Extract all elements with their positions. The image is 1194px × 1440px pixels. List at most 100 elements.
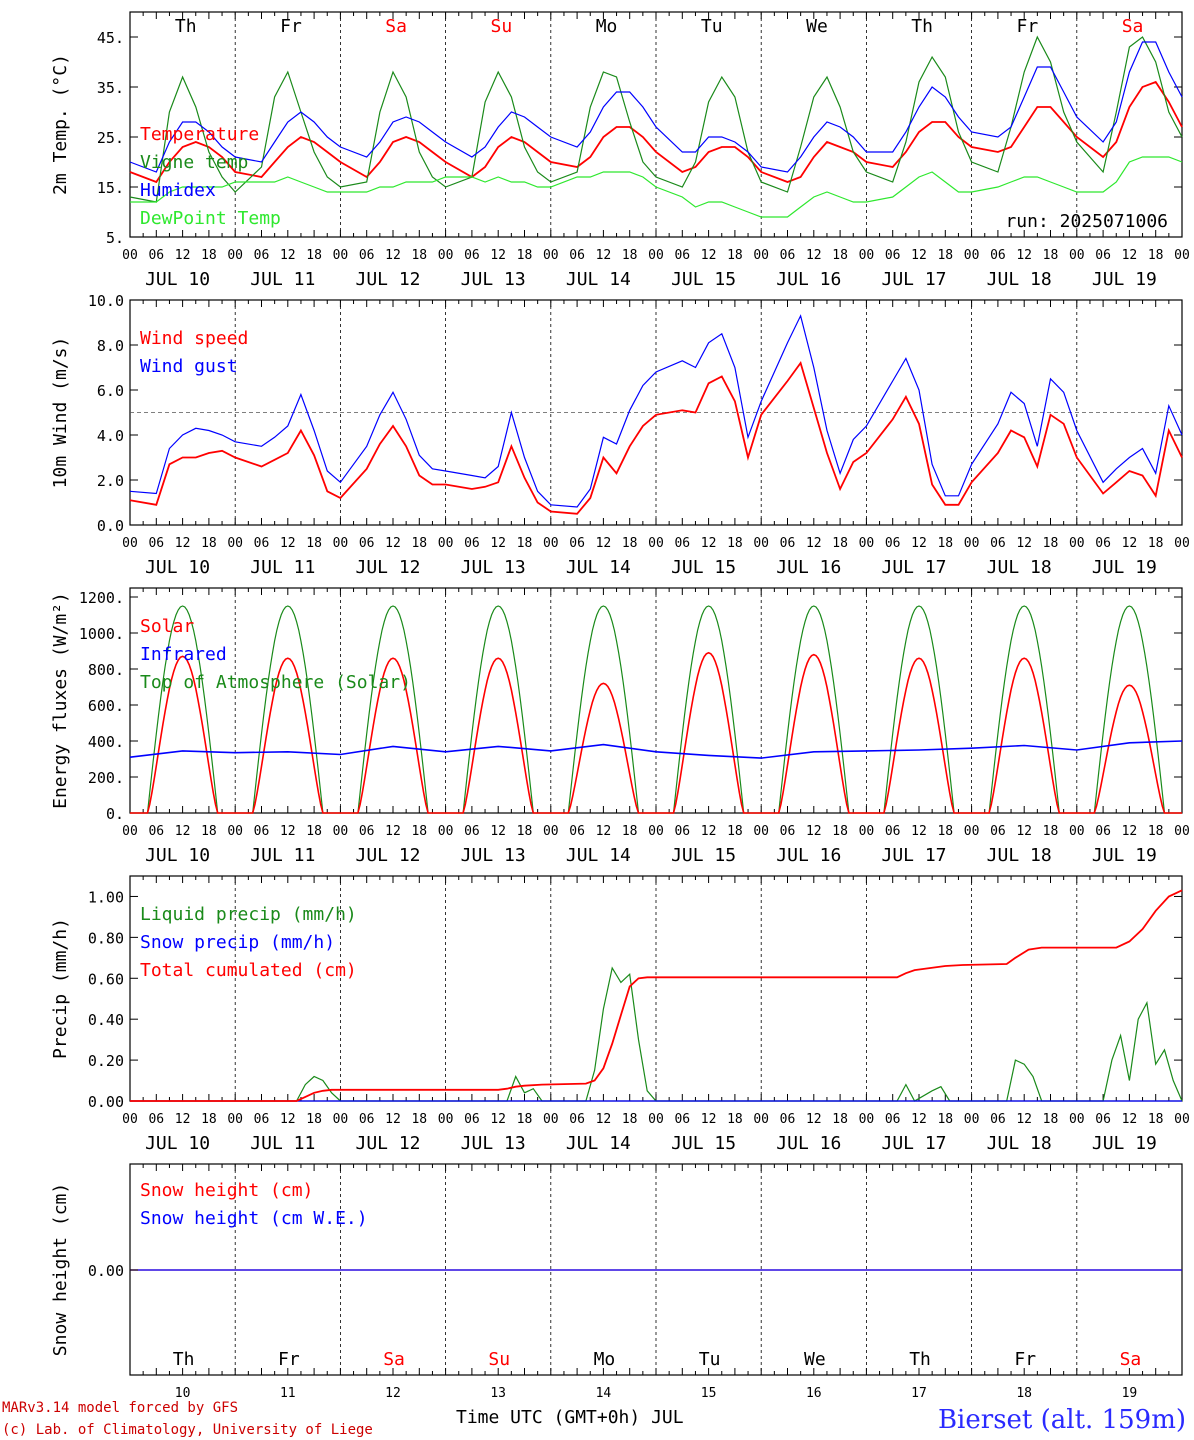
hour-tick-label: 12 [175,248,191,263]
y-tick-label: 0.60 [88,970,124,988]
hour-tick-label: 12 [1016,536,1032,551]
hour-tick-label: 06 [254,824,270,839]
hour-tick-label: 18 [1043,824,1059,839]
date-label: JUL 12 [355,557,420,578]
legend-entry: Infrared [140,644,227,665]
hour-tick-label: 06 [148,248,164,263]
bottom-day-number: 10 [175,1386,191,1401]
hour-tick-label: 06 [464,1112,480,1127]
hour-tick-label: 18 [411,536,427,551]
date-label: JUL 13 [461,845,526,866]
hour-tick-label: 06 [885,824,901,839]
hour-tick-label: 06 [569,536,585,551]
y-tick-label: 2.0 [97,472,124,490]
legend-entry: Snow precip (mm/h) [140,932,335,953]
x-axis-title: Time UTC (GMT+0h) JUL [456,1407,684,1428]
y-tick-label: 800. [88,661,124,679]
date-label: JUL 17 [881,269,946,290]
hour-tick-label: 18 [411,248,427,263]
hour-tick-label: 18 [306,248,322,263]
y-axis-label: 10m Wind (m/s) [50,337,71,489]
hour-tick-label: 18 [937,1112,953,1127]
hour-tick-label: 00 [964,824,980,839]
hour-tick-label: 18 [411,824,427,839]
plot-frame [129,11,1183,238]
hour-tick-label: 06 [254,248,270,263]
hour-tick-label: 00 [648,248,664,263]
hour-tick-label: 12 [1016,824,1032,839]
legend-entry: Snow height (cm W.E.) [140,1208,368,1229]
hour-tick-label: 00 [1174,1112,1190,1127]
y-tick-label: 0. [106,805,124,823]
hour-tick-label: 18 [727,1112,743,1127]
hour-tick-label: 12 [385,1112,401,1127]
hour-tick-label: 12 [385,536,401,551]
bottom-day-number: 18 [1016,1386,1032,1401]
hour-tick-label: 00 [753,824,769,839]
hour-tick-label: 12 [490,536,506,551]
hour-tick-label: 12 [701,824,717,839]
hour-tick-label: 18 [517,536,533,551]
hour-tick-label: 18 [1043,248,1059,263]
hour-tick-label: 18 [832,824,848,839]
day-label: Tu [701,16,723,37]
hour-tick-label: 06 [674,248,690,263]
hour-tick-label: 12 [490,1112,506,1127]
date-label: JUL 14 [566,269,631,290]
hour-tick-label: 00 [122,248,138,263]
y-tick-label: 0.00 [88,1093,124,1111]
hour-tick-label: 00 [1069,536,1085,551]
date-label: JUL 14 [566,557,631,578]
hour-tick-label: 12 [701,1112,717,1127]
y-tick-label: 1.00 [88,888,124,906]
bottom-day-label: Tu [699,1349,721,1370]
hour-tick-label: 06 [1095,248,1111,263]
series-line-3 [130,156,1183,218]
hour-tick-label: 06 [464,536,480,551]
hour-tick-label: 18 [517,1112,533,1127]
bottom-day-number: 17 [911,1386,927,1401]
hour-tick-label: 06 [674,1112,690,1127]
hour-tick-label: 00 [859,1112,875,1127]
y-tick-label: 400. [88,733,124,751]
hour-tick-label: 12 [596,248,612,263]
y-tick-label: 200. [88,769,124,787]
hour-tick-label: 12 [385,824,401,839]
bottom-day-number: 11 [280,1386,296,1401]
legend-entry: Solar [140,616,194,637]
hour-tick-label: 00 [964,1112,980,1127]
date-label: JUL 11 [250,1133,315,1154]
y-tick-label: 0.80 [88,929,124,947]
hour-tick-label: 12 [806,536,822,551]
hour-tick-label: 12 [280,536,296,551]
date-label: JUL 19 [1092,557,1157,578]
hour-tick-label: 06 [780,1112,796,1127]
hour-tick-label: 12 [1016,248,1032,263]
hour-tick-label: 00 [648,1112,664,1127]
plot-frame [129,587,1183,814]
date-label: JUL 18 [987,557,1052,578]
hour-tick-label: 12 [806,1112,822,1127]
hour-tick-label: 00 [227,824,243,839]
hour-tick-label: 00 [122,536,138,551]
hour-tick-label: 12 [280,248,296,263]
hour-tick-label: 18 [201,1112,217,1127]
hour-tick-label: 18 [517,248,533,263]
hour-tick-label: 18 [832,536,848,551]
hour-tick-label: 00 [1069,824,1085,839]
y-tick-label: 0.00 [88,1262,124,1280]
hour-tick-label: 12 [175,536,191,551]
bottom-day-label: We [804,1349,826,1370]
hour-tick-label: 06 [359,1112,375,1127]
hour-tick-label: 12 [806,824,822,839]
hour-tick-label: 12 [911,248,927,263]
bottom-day-number: 13 [490,1386,506,1401]
hour-tick-label: 06 [464,824,480,839]
legend-entry: Top of Atmosphere (Solar) [140,672,411,693]
hour-tick-label: 00 [333,1112,349,1127]
hour-tick-label: 12 [280,824,296,839]
bottom-day-label: Mo [594,1349,616,1370]
date-label: JUL 15 [671,1133,736,1154]
day-label: Th [175,16,197,37]
